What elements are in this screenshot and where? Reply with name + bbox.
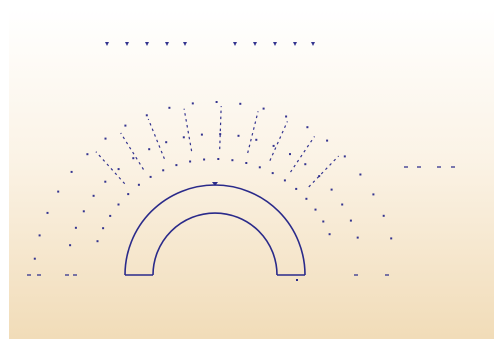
arc-dot [150, 176, 152, 178]
arc-dot [231, 159, 233, 161]
technical-drawing [9, 9, 494, 339]
arc-dot [315, 209, 317, 211]
arc-dot [118, 168, 120, 170]
arc-dot [341, 204, 343, 206]
arc-dot [86, 153, 88, 155]
dotted-arc-guides [34, 101, 392, 260]
arc-dot [162, 169, 164, 171]
arc-dot [71, 171, 73, 173]
arc-dot [148, 148, 150, 150]
top-marker [273, 42, 277, 46]
arc-dot [273, 145, 275, 147]
radial-tick [184, 109, 192, 151]
arc-dot [383, 215, 385, 217]
arc-dot [146, 114, 148, 116]
arc-dot [127, 193, 129, 195]
arc-dot [238, 135, 240, 137]
arc-dot [97, 240, 99, 242]
arc-dot [104, 181, 106, 183]
arc-dot [189, 161, 191, 163]
arc-dot [357, 237, 359, 239]
arc-dot [239, 103, 241, 105]
arc-dot [263, 108, 265, 110]
arc-dot [284, 179, 286, 181]
arc-dot [326, 140, 328, 142]
arc-dot [329, 233, 331, 235]
arc-dot [165, 141, 167, 143]
arc-dot [390, 237, 392, 239]
top-marker-row [105, 42, 315, 46]
top-marker [253, 42, 257, 46]
radial-tick [121, 133, 144, 170]
radial-tick [220, 106, 222, 149]
arc-dot [175, 164, 177, 166]
arc-dot [75, 227, 77, 229]
arc-dot [168, 107, 170, 109]
arc-dot [372, 193, 374, 195]
top-marker [125, 42, 129, 46]
arc-dot [255, 139, 257, 141]
arc-dot [132, 157, 134, 159]
arc-dot [306, 126, 308, 128]
arc-dot [69, 244, 71, 246]
radial-tick [309, 156, 339, 187]
arc-dot [105, 138, 107, 140]
outer-arc [125, 185, 305, 275]
top-marker [145, 42, 149, 46]
arc-dot [93, 195, 95, 197]
arc-dot [47, 212, 49, 214]
arc-dot [57, 191, 59, 193]
arc-dot [350, 220, 352, 222]
top-marker [293, 42, 297, 46]
arc-dot [39, 234, 41, 236]
arc-dot [201, 134, 203, 136]
arc-dot [109, 215, 111, 217]
top-marker [233, 42, 237, 46]
arc-dot [138, 184, 140, 186]
solid-arch-outline [125, 182, 305, 281]
top-marker [165, 42, 169, 46]
radial-tick [248, 111, 258, 153]
arc-dot [295, 188, 297, 190]
arc-dot [359, 174, 361, 176]
baseline-dash-rows [27, 167, 455, 275]
arc-dot [272, 172, 274, 174]
arc-dot [124, 125, 126, 127]
radial-tick [96, 152, 125, 184]
arc-dot [245, 162, 247, 164]
arc-dot [259, 166, 261, 168]
arc-dot [344, 155, 346, 157]
arc-dot [331, 189, 333, 191]
arc-dot [289, 153, 291, 155]
top-marker [311, 42, 315, 46]
arc-dot [322, 221, 324, 223]
top-marker [183, 42, 187, 46]
inner-arc [153, 213, 277, 275]
arc-dot [217, 158, 219, 160]
arc-dot [192, 102, 194, 104]
arc-dot [102, 227, 104, 229]
radial-tick [291, 136, 315, 172]
arc-dot [216, 101, 218, 103]
radial-tick [148, 119, 164, 159]
base-marker [296, 279, 298, 281]
radial-tick-marks [96, 106, 339, 187]
arc-dot [304, 163, 306, 165]
arc-dot [34, 258, 36, 260]
arc-dot [203, 159, 205, 161]
arc-dot [305, 198, 307, 200]
arc-dot [183, 136, 185, 138]
top-marker [105, 42, 109, 46]
arc-dot [285, 116, 287, 118]
arc-dot [83, 210, 85, 212]
drawing-canvas [9, 9, 494, 339]
radial-tick [270, 121, 288, 160]
arc-dot [118, 204, 120, 206]
